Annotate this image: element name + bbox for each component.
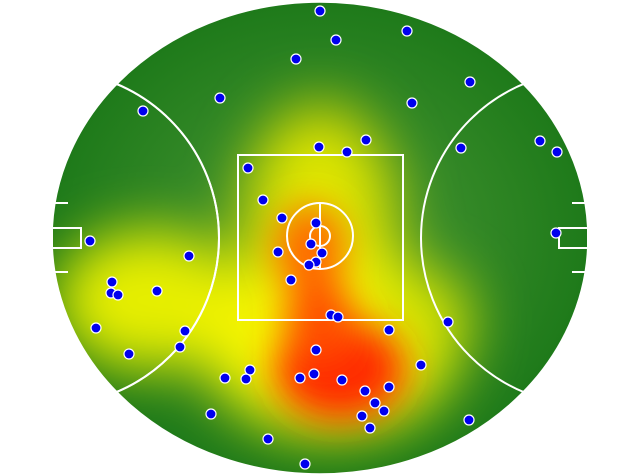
point bbox=[313, 141, 325, 153]
point bbox=[369, 397, 381, 409]
point bbox=[310, 217, 322, 229]
point bbox=[290, 53, 302, 65]
boundary bbox=[51, 1, 589, 475]
point bbox=[378, 405, 390, 417]
point bbox=[308, 368, 320, 380]
point bbox=[463, 414, 475, 426]
point bbox=[455, 142, 467, 154]
point bbox=[219, 372, 231, 384]
point bbox=[272, 246, 284, 258]
point bbox=[257, 194, 269, 206]
point bbox=[551, 146, 563, 158]
point bbox=[401, 25, 413, 37]
point bbox=[244, 364, 256, 376]
point bbox=[303, 259, 315, 271]
point bbox=[314, 5, 326, 17]
point bbox=[137, 105, 149, 117]
point bbox=[240, 373, 252, 385]
point bbox=[336, 374, 348, 386]
point bbox=[299, 458, 311, 470]
point bbox=[179, 325, 191, 337]
point bbox=[205, 408, 217, 420]
arc-right bbox=[420, 70, 588, 406]
point bbox=[242, 162, 254, 174]
point bbox=[262, 433, 274, 445]
point bbox=[359, 385, 371, 397]
arc-left bbox=[52, 70, 220, 406]
point bbox=[364, 422, 376, 434]
point bbox=[383, 324, 395, 336]
point bbox=[332, 311, 344, 323]
point bbox=[341, 146, 353, 158]
point bbox=[294, 372, 306, 384]
point bbox=[183, 250, 195, 262]
point bbox=[383, 381, 395, 393]
point bbox=[406, 97, 418, 109]
point bbox=[550, 227, 562, 239]
point bbox=[534, 135, 546, 147]
point bbox=[356, 410, 368, 422]
goal-square bbox=[558, 227, 588, 249]
point bbox=[123, 348, 135, 360]
point bbox=[214, 92, 226, 104]
point bbox=[285, 274, 297, 286]
point bbox=[305, 238, 317, 250]
point bbox=[276, 212, 288, 224]
point bbox=[360, 134, 372, 146]
point bbox=[84, 235, 96, 247]
point bbox=[151, 285, 163, 297]
point bbox=[464, 76, 476, 88]
point bbox=[415, 359, 427, 371]
point bbox=[90, 322, 102, 334]
points bbox=[84, 5, 563, 470]
point bbox=[330, 34, 342, 46]
point bbox=[174, 341, 186, 353]
centre-square bbox=[237, 154, 404, 321]
point bbox=[442, 316, 454, 328]
point bbox=[310, 344, 322, 356]
point bbox=[112, 289, 124, 301]
point bbox=[106, 276, 118, 288]
goal-square bbox=[52, 227, 82, 249]
point bbox=[316, 247, 328, 259]
